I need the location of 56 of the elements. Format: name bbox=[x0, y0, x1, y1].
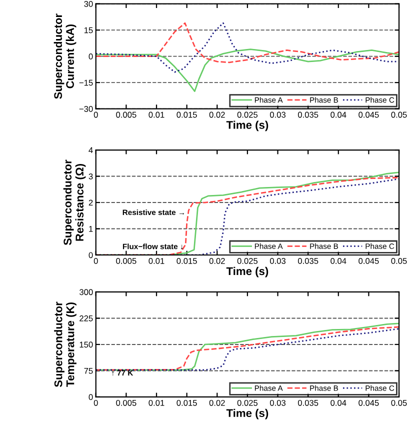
x-tick-label: 0.05 bbox=[391, 400, 407, 406]
y-tick-label: 0 bbox=[88, 54, 93, 60]
x-tick-label: 0.01 bbox=[148, 400, 164, 406]
x-tick-label: 0.035 bbox=[298, 258, 318, 264]
y-tick-label: 0 bbox=[88, 252, 93, 258]
y-tick-label: 1 bbox=[89, 226, 93, 232]
y-tick-label: −30 bbox=[79, 106, 93, 112]
x-tick-label: 0.05 bbox=[391, 112, 407, 118]
x-tick-label: 0.005 bbox=[116, 400, 136, 406]
x-tick-label: 0.03 bbox=[270, 112, 286, 118]
x-tick-label: 0.04 bbox=[330, 258, 346, 264]
line-series bbox=[96, 48, 400, 92]
y-tick-label: 3 bbox=[88, 173, 93, 180]
x-tick-label: 0.03 bbox=[270, 400, 286, 406]
x-tick-label: 0.015 bbox=[176, 400, 197, 406]
x-tick-label: 0.04 bbox=[330, 400, 346, 406]
x-tick-label: 0.045 bbox=[358, 258, 379, 264]
y-tick-label: 150 bbox=[80, 342, 93, 348]
x-tick-label: 0.045 bbox=[358, 112, 379, 118]
x-tick-label: 0.03 bbox=[270, 258, 286, 264]
x-tick-label: 0.02 bbox=[209, 400, 225, 406]
x-tick-label: 0.01 bbox=[148, 258, 164, 264]
x-tick-label: 0.005 bbox=[116, 112, 136, 118]
y-axis-title: Superconductor Resistance (Ω) bbox=[63, 160, 86, 246]
x-tick-label: 0.02 bbox=[209, 258, 225, 264]
x-tick-label: 0.025 bbox=[237, 112, 258, 118]
line-series bbox=[96, 22, 400, 64]
y-tick-label: 225 bbox=[80, 315, 93, 322]
y-tick-label: 0 bbox=[88, 394, 93, 400]
x-axis-title: Time (s) bbox=[226, 408, 268, 420]
x-tick-label: 0.045 bbox=[358, 400, 379, 406]
x-tick-label: 0 bbox=[94, 400, 98, 406]
x-tick-label: 0.015 bbox=[176, 112, 197, 118]
x-tick-label: 0.035 bbox=[298, 400, 318, 406]
x-tick-label: 0.02 bbox=[209, 112, 225, 118]
x-tick-label: 0 bbox=[94, 258, 98, 264]
y-axis-title: Superconductor Current (kA) bbox=[54, 14, 76, 99]
x-tick-label: 0.005 bbox=[116, 258, 136, 264]
x-tick-label: 0.01 bbox=[148, 112, 164, 118]
x-tick-label: 0.015 bbox=[176, 258, 197, 264]
y-tick-label: 4 bbox=[88, 147, 93, 154]
x-tick-label: 0.025 bbox=[237, 400, 258, 406]
y-tick-label: 2 bbox=[88, 200, 93, 206]
y-tick-label: −15 bbox=[79, 80, 93, 86]
y-tick-label: 300 bbox=[80, 289, 93, 296]
x-tick-label: 0.035 bbox=[298, 112, 318, 118]
y-axis-title: Superconductor Temperature (K) bbox=[54, 302, 76, 388]
x-tick-label: 0 bbox=[94, 112, 98, 118]
x-axis-title: Time (s) bbox=[226, 120, 268, 132]
y-tick-label: 30 bbox=[84, 1, 93, 7]
x-tick-label: 0.025 bbox=[237, 258, 258, 264]
y-tick-label: 75 bbox=[84, 368, 93, 374]
y-tick-label: 15 bbox=[84, 27, 93, 34]
x-tick-label: 0.05 bbox=[391, 258, 407, 264]
x-tick-label: 0.04 bbox=[330, 112, 346, 118]
x-axis-title: Time (s) bbox=[226, 266, 268, 278]
